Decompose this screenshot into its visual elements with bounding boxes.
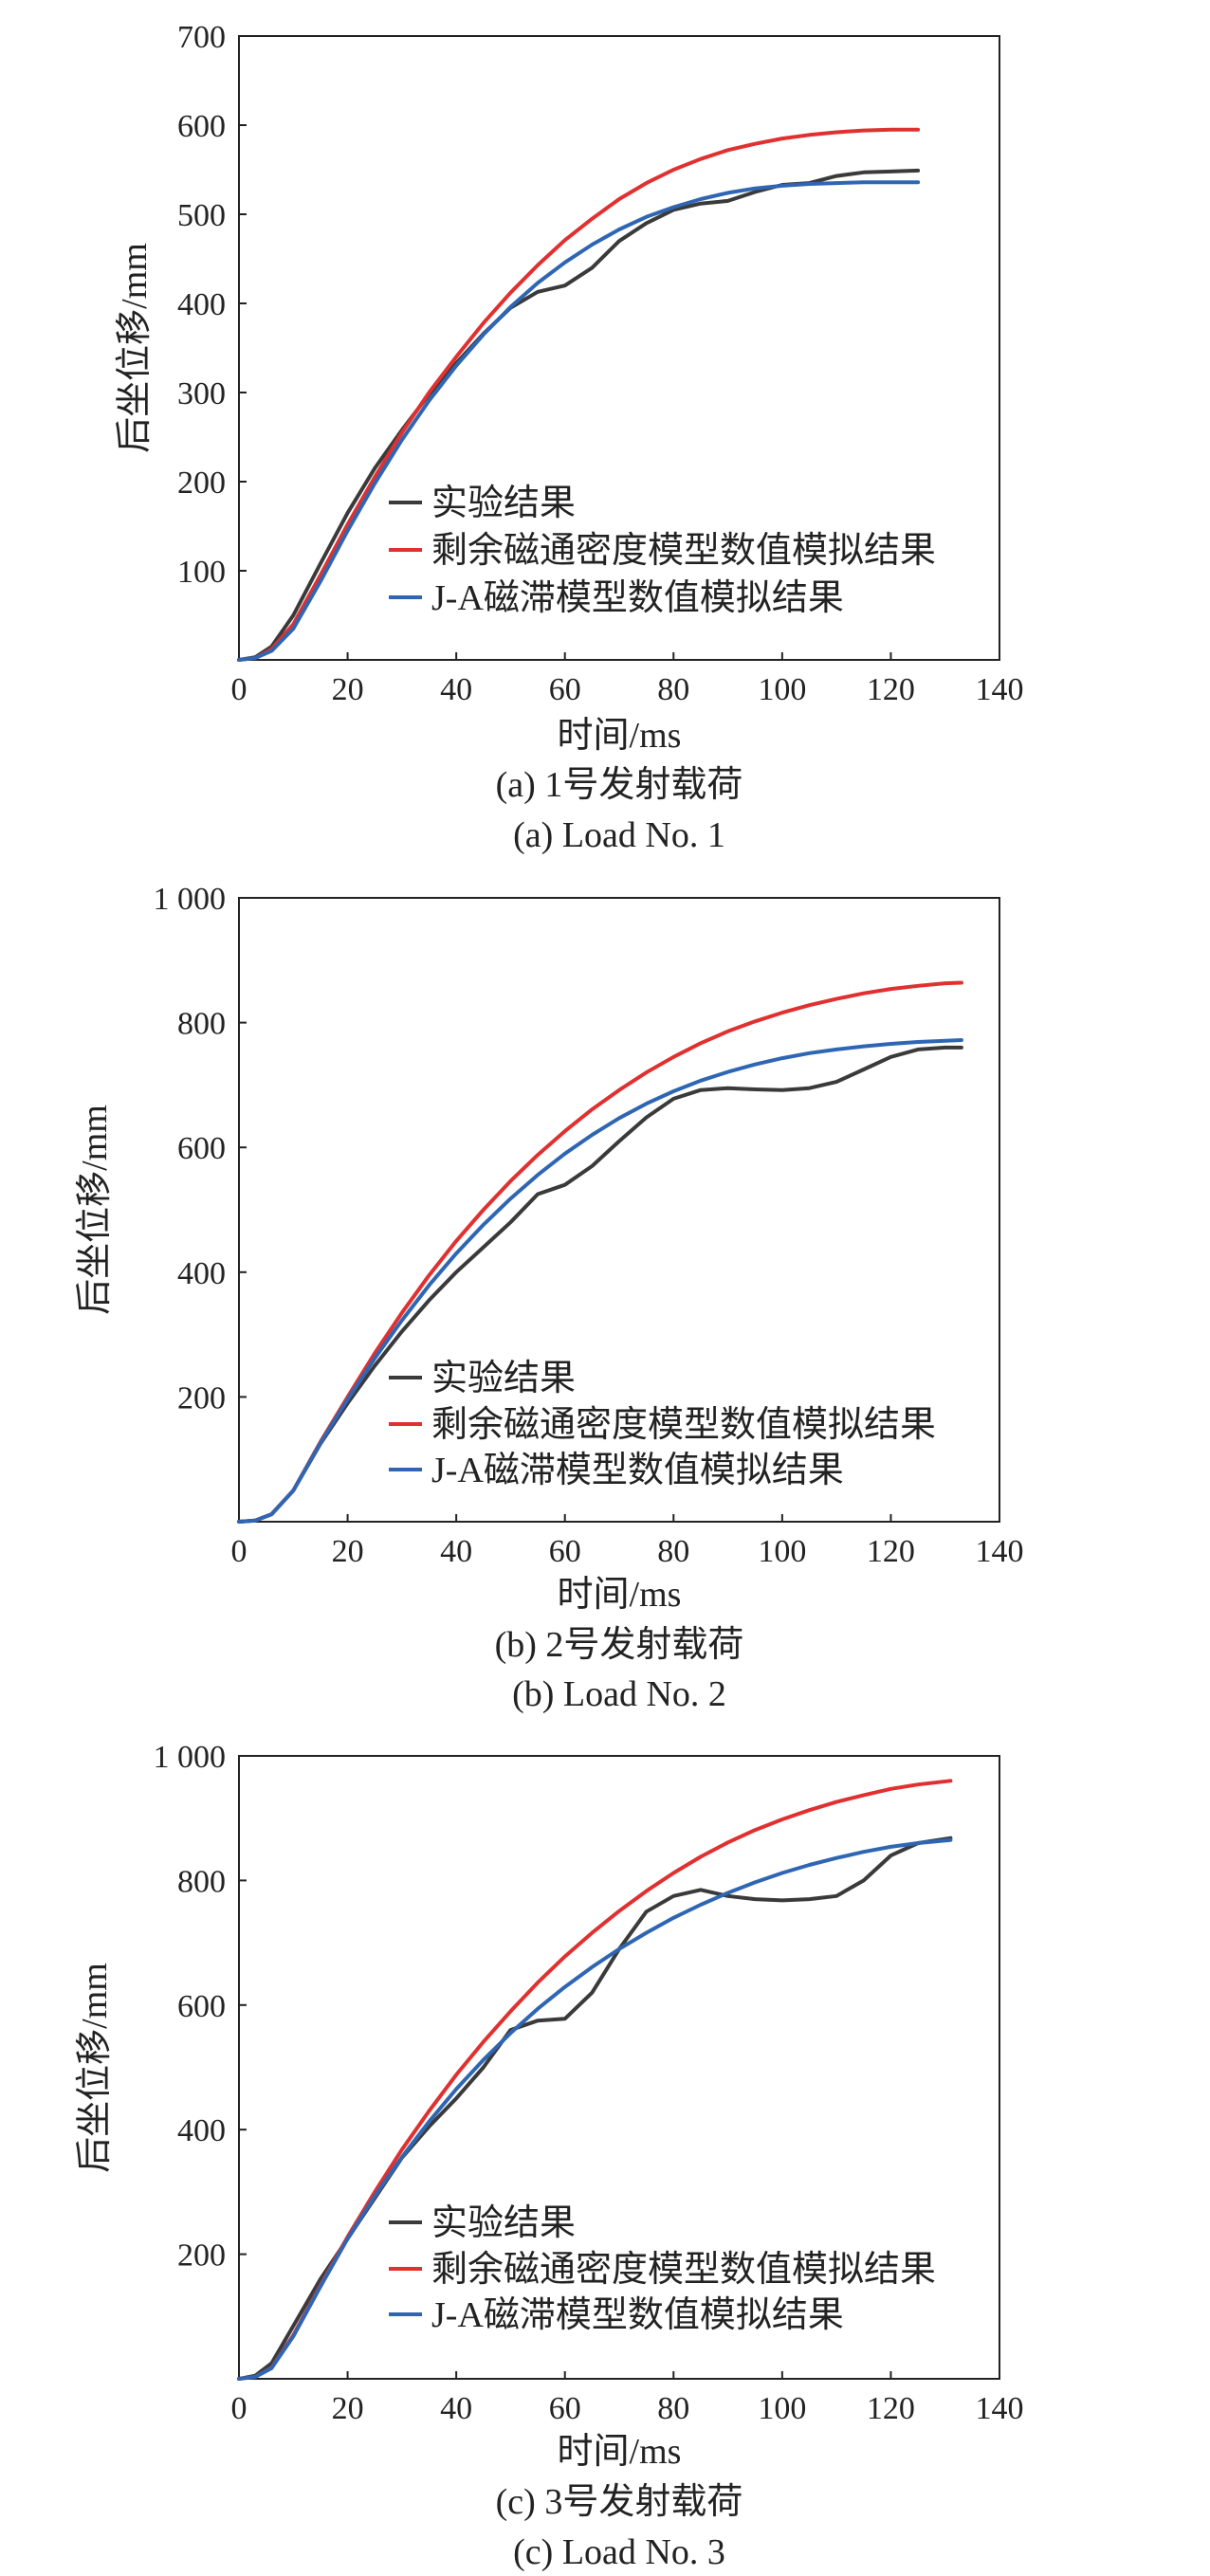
x-axis-title: 时间/ms	[558, 716, 682, 756]
x-tick-label: 20	[332, 1534, 364, 1569]
x-axis-title: 时间/ms	[558, 2432, 682, 2472]
x-tick-label: 0	[231, 672, 248, 707]
x-tick-label: 40	[440, 1534, 472, 1569]
y-tick-label: 1 000	[154, 882, 227, 917]
y-tick-label: 200	[177, 466, 226, 501]
caption-cn: (c) 3号发射载荷	[496, 2482, 743, 2522]
series-line-2	[237, 180, 921, 662]
x-tick-label: 0	[231, 2391, 248, 2426]
caption-en: (a) Load No. 1	[513, 815, 725, 855]
y-ticks: 200 400 600 800 1 000	[154, 882, 247, 1416]
x-tick-label: 60	[549, 1534, 581, 1569]
series-lines	[237, 980, 963, 1524]
y-tick-label: 800	[177, 1007, 226, 1042]
caption-cn: (a) 1号发射载荷	[496, 765, 743, 805]
series-line-2	[237, 1837, 953, 2381]
caption-en: (c) Load No. 3	[513, 2532, 725, 2572]
y-tick-label: 700	[177, 20, 226, 55]
x-ticks: 0 20 40 60 80 100 120 140	[231, 652, 1024, 707]
chart-panel-a: 0 20 40 60 80 100 120 140 100 200 300 400 500 600 700…	[115, 20, 1024, 855]
y-tick-label: 200	[177, 2238, 226, 2274]
legend-label-experiment: 实验结果	[431, 484, 576, 523]
x-tick-label: 80	[657, 1534, 689, 1569]
y-tick-label: 1 000	[154, 1740, 227, 1775]
x-tick-label: 120	[867, 672, 915, 707]
y-tick-label: 100	[177, 555, 226, 590]
legend-label-ja-model: J-A磁滞模型数值模拟结果	[431, 2295, 844, 2335]
x-tick-label: 140	[976, 1534, 1024, 1569]
x-tick-label: 80	[657, 672, 689, 707]
x-tick-label: 40	[440, 2391, 472, 2426]
x-tick-label: 140	[976, 672, 1024, 707]
x-tick-label: 120	[867, 2391, 915, 2426]
legend: 实验结果 剩余磁通密度模型数值模拟结果 J-A磁滞模型数值模拟结果	[389, 2203, 936, 2335]
series-line-1	[237, 127, 921, 662]
legend-label-residual-flux-model: 剩余磁通密度模型数值模拟结果	[431, 1405, 936, 1445]
x-tick-label: 100	[758, 672, 806, 707]
legend-label-ja-model: J-A磁滞模型数值模拟结果	[431, 578, 844, 618]
y-tick-label: 600	[177, 1989, 226, 2024]
legend-label-experiment: 实验结果	[431, 2203, 576, 2243]
x-tick-label: 80	[657, 2391, 689, 2426]
chart-panel-b: 0 20 40 60 80 100 120 140 200 400 600 800 1 000 实验结…	[75, 882, 1024, 1714]
x-tick-label: 60	[549, 672, 581, 707]
legend-label-residual-flux-model: 剩余磁通密度模型数值模拟结果	[431, 531, 936, 571]
y-tick-label: 200	[177, 1380, 226, 1416]
legend-label-ja-model: J-A磁滞模型数值模拟结果	[431, 1451, 844, 1490]
legend: 实验结果 剩余磁通密度模型数值模拟结果 J-A磁滞模型数值模拟结果	[389, 1359, 936, 1490]
plot-frame	[238, 35, 1000, 661]
x-axis-title: 时间/ms	[558, 1575, 682, 1615]
y-axis-title: 后坐位移/mm	[75, 1963, 115, 2173]
y-tick-label: 400	[177, 287, 226, 322]
x-tick-label: 120	[867, 1534, 915, 1569]
x-tick-label: 100	[758, 2391, 806, 2426]
x-tick-label: 60	[549, 2391, 581, 2426]
x-tick-label: 100	[758, 1534, 806, 1569]
y-tick-label: 600	[177, 109, 226, 144]
y-axis-title: 后坐位移/mm	[115, 243, 155, 453]
x-tick-label: 20	[332, 2391, 364, 2426]
y-tick-label: 400	[177, 2113, 226, 2148]
y-tick-label: 800	[177, 1864, 226, 1899]
legend-label-experiment: 实验结果	[431, 1359, 576, 1398]
caption-en: (b) Load No. 2	[512, 1674, 726, 1714]
x-tick-label: 0	[231, 1534, 248, 1569]
y-axis-title: 后坐位移/mm	[75, 1105, 115, 1315]
plot-frame	[238, 897, 1000, 1523]
y-ticks: 200 400 600 800 1 000	[154, 1740, 247, 2274]
series-lines	[237, 1779, 953, 2381]
y-ticks: 100 200 300 400 500 600 700	[177, 20, 247, 590]
x-tick-label: 20	[332, 672, 364, 707]
legend: 实验结果 剩余磁通密度模型数值模拟结果 J-A磁滞模型数值模拟结果	[389, 484, 936, 618]
series-lines	[237, 127, 921, 662]
chart-panel-c: 0 20 40 60 80 100 120 140 200 400 600 800 1 000 实验结…	[75, 1740, 1024, 2572]
y-tick-label: 300	[177, 376, 226, 411]
x-tick-label: 140	[976, 2391, 1024, 2426]
caption-cn: (b) 2号发射载荷	[495, 1625, 744, 1665]
plot-frame	[238, 1755, 1000, 2380]
x-ticks: 0 20 40 60 80 100 120 140	[231, 1514, 1024, 1569]
y-tick-label: 500	[177, 198, 226, 233]
legend-label-residual-flux-model: 剩余磁通密度模型数值模拟结果	[431, 2250, 936, 2290]
series-line-2	[237, 1038, 963, 1524]
y-tick-label: 400	[177, 1256, 226, 1291]
y-tick-label: 600	[177, 1131, 226, 1166]
x-tick-label: 40	[440, 672, 472, 707]
x-ticks: 0 20 40 60 80 100 120 140	[231, 2371, 1024, 2426]
